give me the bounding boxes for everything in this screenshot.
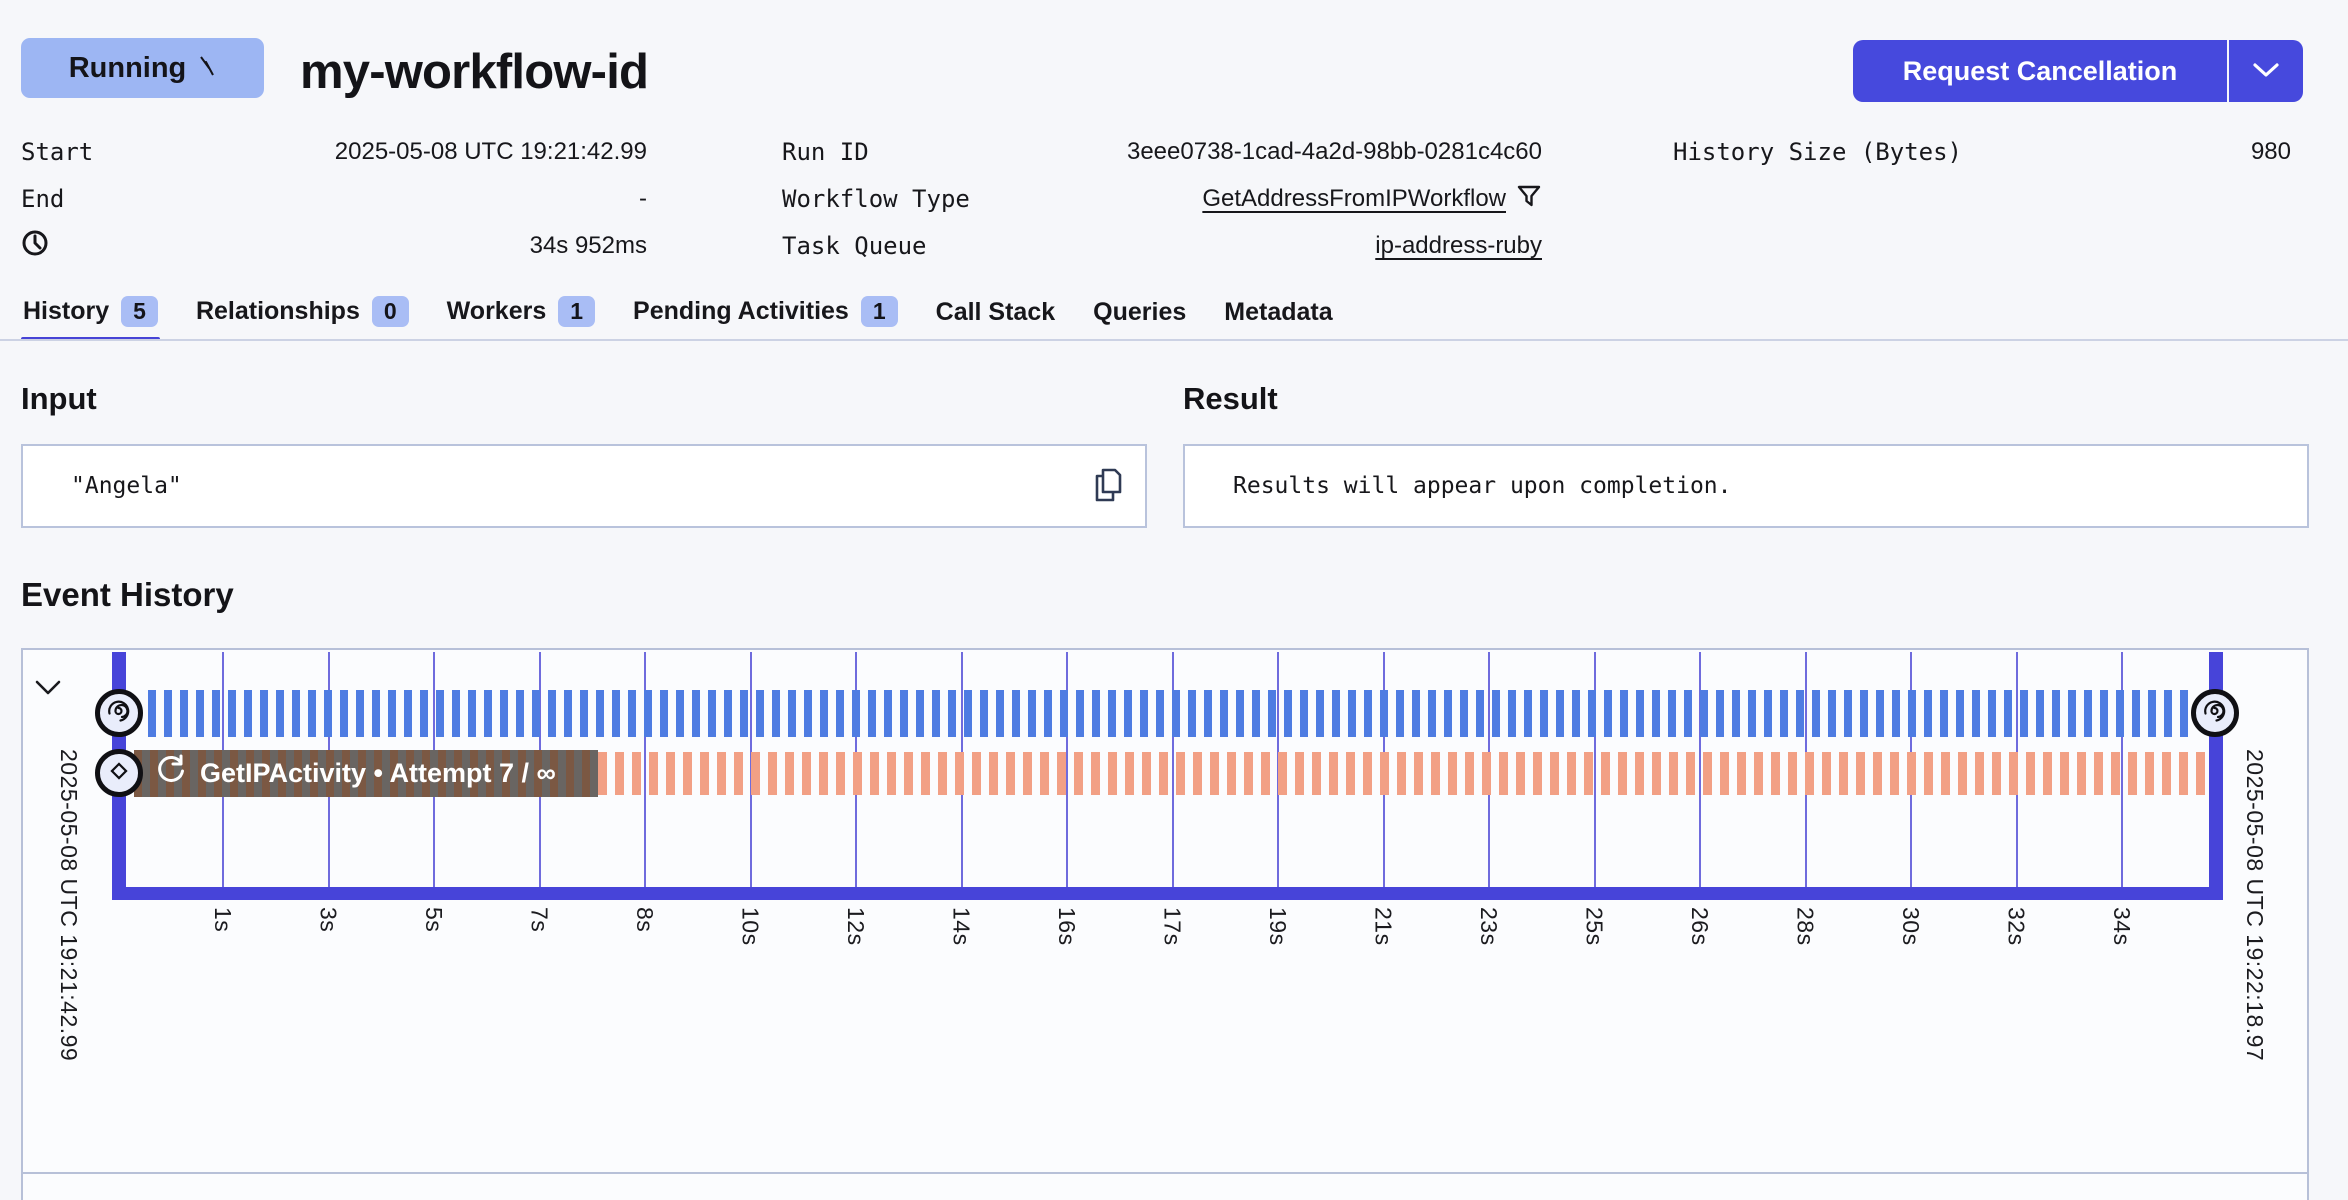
tab-count-badge: 0	[371, 296, 409, 327]
workflow-latest-node[interactable]	[2191, 689, 2239, 737]
expand-rows-button[interactable]	[33, 678, 63, 701]
run-id-value: 3eee0738-1cad-4a2d-98bb-0281c4c60	[1126, 137, 1542, 165]
tab-label: Relationships	[195, 297, 360, 325]
tab-history[interactable]: History 5	[21, 292, 160, 341]
tick-label: 8s	[632, 907, 658, 933]
end-value: -	[639, 184, 647, 212]
copy-input-button[interactable]	[1093, 468, 1123, 505]
start-label: Start	[21, 137, 94, 166]
tick-label: 10s	[737, 907, 764, 946]
chevron-down-icon	[2252, 62, 2280, 81]
filter-funnel-icon[interactable]	[1516, 183, 1542, 214]
task-queue-link[interactable]: ip-address-ruby	[1375, 231, 1542, 259]
tab-relationships[interactable]: Relationships 0	[194, 292, 411, 341]
tick-label: 7s	[526, 907, 553, 933]
run-id-label: Run ID	[782, 137, 869, 166]
page-title: my-workflow-id	[300, 45, 649, 99]
spiral-icon	[104, 696, 134, 731]
activity-pending-bar[interactable]	[598, 752, 2209, 795]
tick-label: 17s	[1159, 907, 1186, 946]
task-queue-label: Task Queue	[782, 231, 927, 260]
cancellation-menu-button[interactable]	[2229, 40, 2303, 102]
end-label: End	[21, 184, 65, 213]
tick-label: 12s	[843, 907, 869, 946]
input-value: "Angela"	[71, 473, 182, 499]
workflow-type-label: Workflow Type	[782, 184, 970, 213]
tab-metadata[interactable]: Metadata	[1222, 294, 1334, 341]
tab-label: Queries	[1093, 298, 1187, 326]
tick-label: 32s	[2003, 907, 2030, 946]
tab-label: Metadata	[1224, 298, 1333, 326]
detail-row-task-queue: Task Queue ip-address-ruby	[782, 222, 1542, 269]
tab-pending-activities[interactable]: Pending Activities 1	[631, 292, 900, 341]
tick-label: 3s	[315, 907, 342, 933]
event-history-heading: Event History	[21, 576, 234, 613]
retry-icon	[156, 754, 186, 793]
tab-label: Workers	[446, 297, 547, 325]
input-box: "Angela"	[21, 444, 1147, 528]
detail-row-workflow-type: Workflow Type GetAddressFromIPWorkflow	[782, 175, 1542, 222]
detail-row-start: Start 2025-05-08 UTC 19:21:42.99	[21, 128, 647, 175]
tick-label: 14s	[948, 907, 975, 946]
workflow-events-bar[interactable]	[148, 690, 2188, 737]
workflow-start-node[interactable]	[95, 689, 143, 737]
tab-label: Call Stack	[935, 298, 1056, 326]
details-column-history-size: History Size (Bytes) 980	[1673, 128, 2291, 175]
detail-row-end: End -	[21, 175, 647, 222]
activity-label: GetIPActivity • Attempt 7 / ∞	[200, 758, 556, 788]
history-size-label: History Size (Bytes)	[1673, 137, 1962, 166]
detail-row-history-size: History Size (Bytes) 980	[1673, 128, 2291, 175]
tick-label: 19s	[1265, 907, 1291, 946]
timeline-start-timestamp: 2025-05-08 UTC 19:21:42.99	[56, 749, 82, 1062]
chevron-down-icon	[33, 680, 63, 701]
status-label: Running	[68, 51, 187, 84]
input-heading: Input	[21, 381, 97, 416]
tabs-divider	[0, 339, 2348, 341]
workflow-type-link[interactable]: GetAddressFromIPWorkflow	[1202, 184, 1506, 212]
tick-label: 23s	[1476, 907, 1502, 946]
timeline-end-timestamp: 2025-05-08 UTC 19:22:18.97	[2242, 749, 2268, 1062]
duration-value: 34s 952ms	[529, 231, 647, 259]
tick-label: 28s	[1792, 907, 1819, 946]
details-column-times: Start 2025-05-08 UTC 19:21:42.99 End - 3…	[21, 128, 647, 269]
result-heading: Result	[1183, 381, 1278, 416]
tick-label: 5s	[421, 907, 447, 933]
tick-label: 21s	[1370, 907, 1397, 946]
tab-queries[interactable]: Queries	[1091, 294, 1188, 341]
start-value: 2025-05-08 UTC 19:21:42.99	[334, 137, 647, 165]
timeline-axis	[112, 887, 2223, 900]
activity-bar[interactable]: GetIPActivity • Attempt 7 / ∞	[134, 750, 598, 797]
details-column-workflow: Run ID 3eee0738-1cad-4a2d-98bb-0281c4c60…	[782, 128, 1542, 269]
tab-count-badge: 1	[558, 296, 596, 327]
tick-label: 34s	[2109, 907, 2135, 946]
tab-label: History	[23, 297, 110, 325]
tab-bar: History 5 Relationships 0 Workers 1 Pending Ac…	[21, 292, 1335, 341]
request-cancellation-button[interactable]: Request Cancellation	[1853, 40, 2227, 102]
status-badge: Running	[21, 38, 264, 98]
timeline-bottom-divider	[23, 1172, 2307, 1174]
copy-icon	[1093, 468, 1123, 505]
tab-count-badge: 5	[121, 296, 158, 327]
tab-label: Pending Activities	[633, 297, 849, 325]
tick-label: 30s	[1898, 907, 1924, 946]
result-box: Results will appear upon completion.	[1183, 444, 2309, 528]
event-history-timeline: GetIPActivity • Attempt 7 / ∞ 1s 3s 5s 7s 8s…	[21, 648, 2309, 1200]
tick-label: 25s	[1581, 907, 1608, 946]
tab-count-badge: 1	[860, 296, 898, 327]
tick-label: 1s	[210, 907, 236, 933]
detail-row-run-id: Run ID 3eee0738-1cad-4a2d-98bb-0281c4c60	[782, 128, 1542, 175]
tab-workers[interactable]: Workers 1	[445, 292, 597, 341]
tick-label: 16s	[1054, 907, 1080, 946]
tick-label: 26s	[1687, 907, 1713, 946]
detail-row-duration: 34s 952ms	[21, 222, 647, 269]
tab-call-stack[interactable]: Call Stack	[934, 294, 1058, 341]
result-value: Results will appear upon completion.	[1233, 473, 1732, 499]
spiral-icon	[2200, 696, 2230, 731]
diamond-icon	[107, 759, 131, 788]
running-spinner-icon	[198, 52, 216, 85]
clock-icon	[21, 229, 49, 262]
activity-start-node[interactable]	[95, 749, 143, 797]
history-size-value: 980	[2250, 137, 2291, 165]
